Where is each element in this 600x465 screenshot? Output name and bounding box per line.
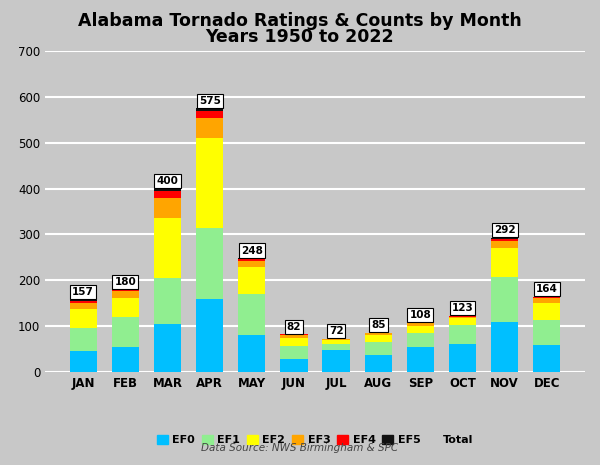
Bar <box>407 324 434 326</box>
Bar <box>533 345 560 372</box>
Bar <box>491 323 518 372</box>
Bar <box>238 259 265 260</box>
Bar <box>112 317 139 347</box>
Bar <box>238 260 265 267</box>
Bar <box>238 267 265 294</box>
Bar <box>533 297 560 298</box>
Bar <box>533 303 560 320</box>
Bar <box>280 334 308 335</box>
Bar <box>154 324 181 372</box>
Bar <box>365 335 392 342</box>
Bar <box>70 309 97 328</box>
Bar <box>365 355 392 372</box>
Bar <box>491 248 518 277</box>
Bar <box>449 319 476 325</box>
Bar <box>196 138 223 228</box>
Bar <box>491 239 518 241</box>
Bar <box>491 277 518 323</box>
Bar <box>449 317 476 319</box>
Bar <box>154 192 181 198</box>
Bar <box>70 352 97 372</box>
Bar <box>280 338 308 346</box>
Bar <box>70 300 97 301</box>
Bar <box>280 335 308 338</box>
Bar <box>407 347 434 372</box>
Bar <box>365 342 392 355</box>
Bar <box>70 301 97 303</box>
Bar <box>196 108 223 111</box>
Bar <box>238 335 265 372</box>
Bar <box>449 344 476 372</box>
Bar <box>322 350 350 372</box>
Text: 164: 164 <box>536 284 557 294</box>
Text: 248: 248 <box>241 246 263 256</box>
Text: 157: 157 <box>73 287 94 297</box>
Text: 400: 400 <box>157 176 178 186</box>
Text: Years 1950 to 2022: Years 1950 to 2022 <box>206 28 394 46</box>
Text: 82: 82 <box>287 322 301 332</box>
Bar <box>196 118 223 138</box>
Bar <box>533 320 560 345</box>
Bar <box>491 241 518 248</box>
Bar <box>154 198 181 219</box>
Text: Alabama Tornado Ratings & Counts by Month: Alabama Tornado Ratings & Counts by Mont… <box>78 12 522 30</box>
Bar <box>112 347 139 372</box>
Bar <box>196 228 223 299</box>
Bar <box>322 339 350 340</box>
Bar <box>365 333 392 335</box>
Bar <box>449 316 476 317</box>
Text: 180: 180 <box>115 277 136 287</box>
Bar <box>112 298 139 317</box>
Bar <box>70 328 97 352</box>
Bar <box>196 111 223 118</box>
Bar <box>449 325 476 344</box>
Bar <box>280 359 308 372</box>
Text: 85: 85 <box>371 320 385 330</box>
Bar <box>154 189 181 192</box>
Bar <box>280 346 308 359</box>
Bar <box>112 292 139 298</box>
Text: 292: 292 <box>494 226 515 235</box>
Bar <box>112 290 139 292</box>
Bar <box>154 219 181 278</box>
Text: 108: 108 <box>409 310 431 320</box>
Legend: EF0, EF1, EF2, EF3, EF4, EF5, Total: EF0, EF1, EF2, EF3, EF4, EF5, Total <box>152 431 478 450</box>
Bar <box>196 299 223 372</box>
Text: 72: 72 <box>329 326 343 336</box>
Text: 575: 575 <box>199 96 221 106</box>
Bar <box>407 333 434 347</box>
Bar <box>154 278 181 324</box>
Bar <box>533 298 560 303</box>
Bar <box>238 294 265 335</box>
Bar <box>407 326 434 333</box>
Bar <box>322 340 350 344</box>
Bar <box>322 344 350 350</box>
Text: 123: 123 <box>452 303 473 313</box>
Text: Data Source: NWS Birmingham & SPC: Data Source: NWS Birmingham & SPC <box>202 443 398 453</box>
Bar <box>70 303 97 309</box>
Bar <box>407 323 434 324</box>
